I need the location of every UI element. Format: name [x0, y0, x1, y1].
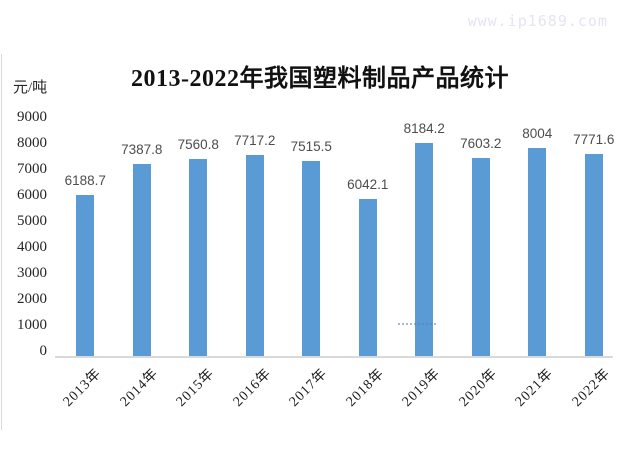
y-axis-tick-label: 5000 — [17, 212, 47, 229]
bar-value-label: 7717.2 — [234, 133, 276, 148]
dotted-line-artifact — [398, 323, 436, 325]
y-axis-tick-label: 7000 — [17, 160, 47, 177]
bar-value-label: 8184.2 — [403, 121, 445, 136]
chart-title: 2013-2022年我国塑料制品产品统计 — [131, 66, 509, 92]
y-axis-tick-label: 6000 — [17, 186, 47, 203]
x-axis-line — [55, 356, 613, 358]
y-axis-tick-label: 0 — [39, 342, 48, 359]
y-axis-tick-label: 4000 — [17, 238, 47, 255]
bar-value-label: 7515.5 — [290, 139, 332, 154]
bar-value-label: 6042.1 — [347, 177, 389, 192]
bar-2020年 — [471, 158, 490, 356]
y-axis-tick-label: 2000 — [17, 290, 47, 307]
watermark-text: www.ip1689.com — [467, 12, 608, 30]
bar-value-label: 7387.8 — [121, 142, 163, 157]
bar-2016年 — [245, 155, 264, 356]
chart-border-left — [1, 54, 2, 430]
bar-2022年 — [584, 154, 603, 356]
bar-value-label: 7560.8 — [177, 137, 219, 152]
bar-2018年 — [358, 199, 377, 356]
bar-value-label: 6188.7 — [64, 173, 106, 188]
bar-value-label: 8004 — [522, 126, 553, 141]
y-axis-unit-label: 元/吨 — [13, 80, 48, 96]
bar-2017年 — [302, 161, 321, 356]
bar-value-label: 7603.2 — [460, 136, 502, 151]
bar-2015年 — [189, 159, 208, 356]
bar-value-label: 7771.6 — [573, 132, 615, 147]
bar-2014年 — [132, 164, 151, 356]
y-axis-tick-label: 9000 — [17, 108, 47, 125]
y-axis-tick-label: 3000 — [17, 264, 47, 281]
bar-2019年 — [415, 143, 434, 356]
y-axis-tick-label: 8000 — [17, 134, 47, 151]
y-axis-tick-label: 1000 — [17, 316, 47, 333]
bar-2013年 — [76, 195, 95, 356]
bar-2021年 — [528, 148, 547, 356]
